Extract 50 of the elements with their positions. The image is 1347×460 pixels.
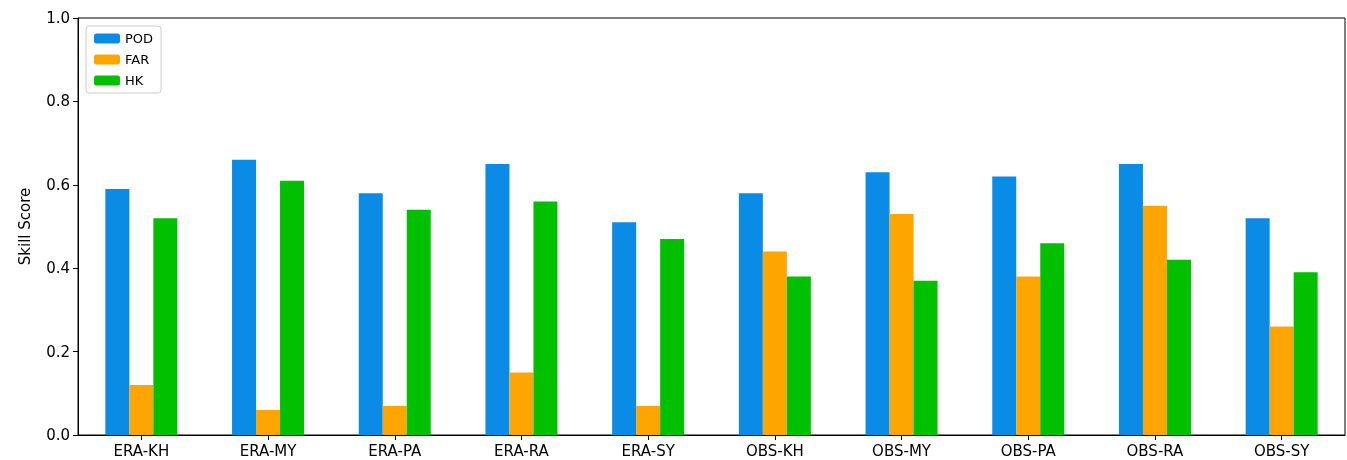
bar bbox=[1016, 276, 1041, 435]
x-tick-label: OBS-KH bbox=[745, 441, 804, 460]
bar bbox=[738, 193, 763, 435]
bar bbox=[382, 405, 407, 435]
x-tick-label: ERA-SY bbox=[621, 441, 676, 460]
bar bbox=[1245, 218, 1270, 435]
bar bbox=[358, 193, 383, 435]
bar bbox=[256, 409, 281, 435]
y-tick-label: 0.8 bbox=[46, 92, 70, 111]
bar bbox=[509, 372, 534, 435]
y-tick-label: 1.0 bbox=[46, 9, 70, 27]
y-axis-title: Skill Score bbox=[15, 187, 34, 266]
x-tick-label: ERA-PA bbox=[368, 441, 422, 460]
bar bbox=[406, 209, 431, 435]
legend-label: POD bbox=[125, 31, 154, 46]
bar bbox=[485, 163, 510, 435]
bar bbox=[1269, 326, 1294, 435]
x-tick-label: ERA-RA bbox=[494, 441, 550, 460]
bar bbox=[1040, 243, 1065, 435]
bar bbox=[280, 180, 305, 435]
y-tick-label: 0.4 bbox=[46, 259, 70, 278]
legend-label: HK bbox=[125, 73, 144, 88]
bar bbox=[992, 176, 1017, 435]
bar bbox=[1293, 272, 1318, 435]
legend-label: FAR bbox=[125, 52, 150, 67]
bar bbox=[786, 276, 811, 435]
bar bbox=[612, 222, 637, 435]
bar bbox=[913, 280, 938, 435]
y-tick-label: 0.2 bbox=[46, 342, 70, 361]
x-tick-label: ERA-MY bbox=[239, 441, 298, 460]
bar bbox=[153, 218, 178, 435]
bar bbox=[865, 172, 890, 435]
x-tick-label: OBS-PA bbox=[1000, 441, 1057, 460]
y-tick-label: 0.0 bbox=[46, 426, 70, 444]
bar bbox=[1118, 163, 1143, 435]
y-tick-label: 0.6 bbox=[46, 175, 70, 194]
bar bbox=[660, 239, 685, 435]
bar bbox=[889, 213, 914, 435]
bar bbox=[1142, 205, 1167, 435]
bar bbox=[232, 159, 257, 435]
x-tick-label: OBS-RA bbox=[1126, 441, 1185, 460]
bar bbox=[762, 251, 787, 435]
bar bbox=[105, 188, 130, 435]
bar bbox=[129, 384, 154, 435]
bar bbox=[533, 201, 558, 435]
x-tick-label: OBS-MY bbox=[872, 441, 932, 460]
x-tick-label: ERA-KH bbox=[113, 441, 170, 460]
bar bbox=[1166, 259, 1191, 435]
x-tick-label: OBS-SY bbox=[1253, 441, 1311, 460]
bar bbox=[636, 405, 661, 435]
